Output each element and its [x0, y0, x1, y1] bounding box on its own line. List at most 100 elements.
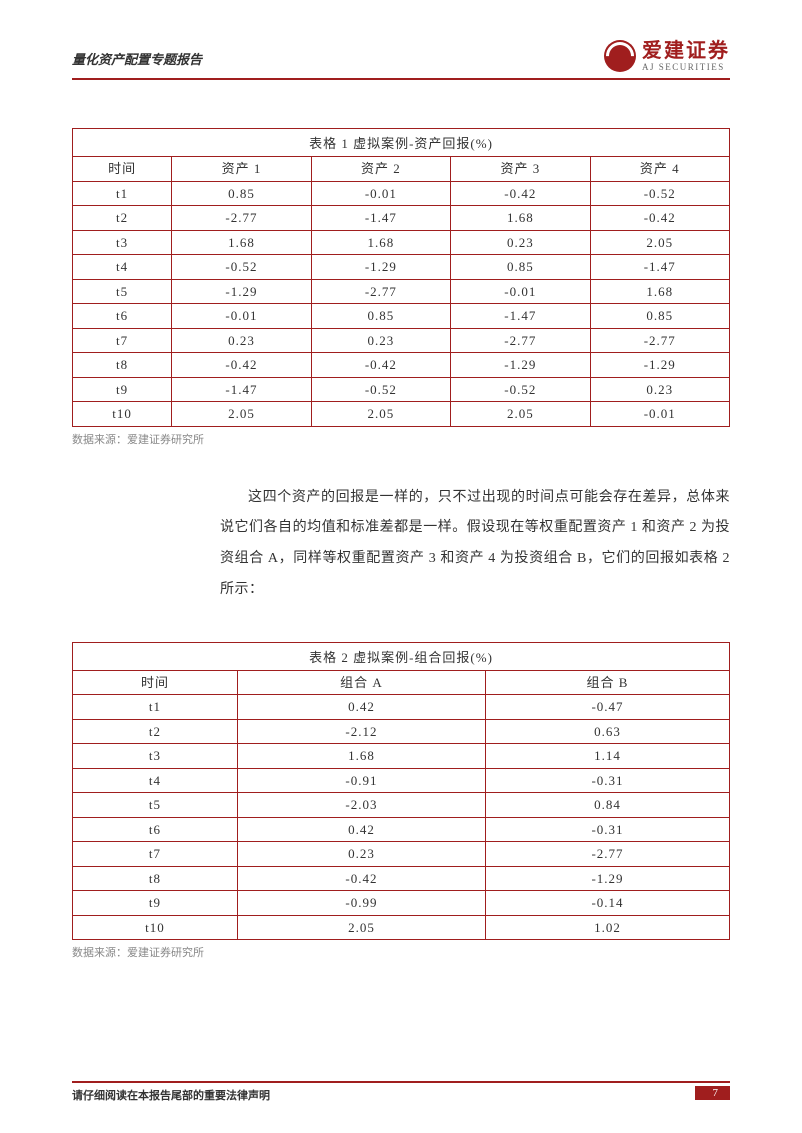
table-row: t102.052.052.05-0.01	[73, 402, 730, 427]
table-cell: 2.05	[237, 915, 485, 940]
table-cell: -0.01	[172, 304, 311, 329]
table-cell: -2.77	[451, 328, 590, 353]
table-cell: -0.31	[486, 768, 730, 793]
table-2-caption: 表格 2 虚拟案例-组合回报(%)	[72, 642, 730, 670]
table-cell: t7	[73, 328, 172, 353]
table-header-cell: 资产 1	[172, 157, 311, 182]
table-row: t9-1.47-0.52-0.520.23	[73, 377, 730, 402]
table-cell: t9	[73, 891, 238, 916]
table-row: t10.85-0.01-0.42-0.52	[73, 181, 730, 206]
table-cell: 1.68	[590, 279, 729, 304]
table-cell: 2.05	[172, 402, 311, 427]
table-cell: t5	[73, 279, 172, 304]
table-row: t31.681.680.232.05	[73, 230, 730, 255]
table-row: t102.051.02	[73, 915, 730, 940]
table-cell: t2	[73, 206, 172, 231]
table-cell: t6	[73, 304, 172, 329]
table-cell: 1.68	[172, 230, 311, 255]
table-row: t60.42-0.31	[73, 817, 730, 842]
footer-disclaimer: 请仔细阅读在本报告尾部的重要法律声明	[72, 1087, 270, 1103]
table-cell: 0.84	[486, 793, 730, 818]
table-header-cell: 组合 B	[486, 670, 730, 695]
table-cell: -1.47	[311, 206, 450, 231]
table-cell: t8	[73, 866, 238, 891]
table-cell: 0.42	[237, 695, 485, 720]
table-cell: 2.05	[590, 230, 729, 255]
table-cell: -0.52	[172, 255, 311, 280]
table-cell: -0.01	[451, 279, 590, 304]
table-cell: t10	[73, 402, 172, 427]
table-cell: t9	[73, 377, 172, 402]
table-cell: -1.47	[451, 304, 590, 329]
table-cell: -1.29	[486, 866, 730, 891]
table-cell: -0.52	[311, 377, 450, 402]
table-cell: t10	[73, 915, 238, 940]
table-cell: -0.42	[237, 866, 485, 891]
table-row: t31.681.14	[73, 744, 730, 769]
table-cell: t8	[73, 353, 172, 378]
table-cell: 0.85	[451, 255, 590, 280]
table-1-source: 数据来源：爱建证券研究所	[72, 431, 730, 447]
table-cell: -2.03	[237, 793, 485, 818]
table-cell: 0.85	[172, 181, 311, 206]
table-cell: -1.29	[172, 279, 311, 304]
table-row: t2-2.77-1.471.68-0.42	[73, 206, 730, 231]
table-cell: 2.05	[311, 402, 450, 427]
table-row: t5-1.29-2.77-0.011.68	[73, 279, 730, 304]
table-cell: -0.42	[172, 353, 311, 378]
table-cell: -1.29	[311, 255, 450, 280]
table-cell: -1.47	[172, 377, 311, 402]
table-cell: -0.52	[590, 181, 729, 206]
table-row: t4-0.52-1.290.85-1.47	[73, 255, 730, 280]
table-cell: -0.47	[486, 695, 730, 720]
table-row: t70.230.23-2.77-2.77	[73, 328, 730, 353]
table-cell: t3	[73, 230, 172, 255]
logo-cn: 爱建证券	[642, 41, 730, 61]
table-cell: t4	[73, 255, 172, 280]
table-header-cell: 时间	[73, 670, 238, 695]
table-cell: -2.77	[311, 279, 450, 304]
body-paragraph: 这四个资产的回报是一样的，只不过出现的时间点可能会存在差异，总体来说它们各自的均…	[72, 483, 730, 606]
table-cell: -0.99	[237, 891, 485, 916]
table-cell: -2.12	[237, 719, 485, 744]
table-cell: 0.42	[237, 817, 485, 842]
table-cell: 1.68	[237, 744, 485, 769]
table-cell: 0.23	[172, 328, 311, 353]
logo-en: AJ SECURITIES	[642, 63, 730, 72]
table-cell: t7	[73, 842, 238, 867]
table-2-source: 数据来源：爱建证券研究所	[72, 944, 730, 960]
table-header-cell: 资产 3	[451, 157, 590, 182]
table-row: t5-2.030.84	[73, 793, 730, 818]
table-cell: 1.68	[311, 230, 450, 255]
table-row: t8-0.42-1.29	[73, 866, 730, 891]
table-cell: 2.05	[451, 402, 590, 427]
table-header-cell: 资产 2	[311, 157, 450, 182]
table-header-cell: 时间	[73, 157, 172, 182]
table-cell: t2	[73, 719, 238, 744]
table-cell: -0.42	[451, 181, 590, 206]
table-cell: -0.91	[237, 768, 485, 793]
table-cell: 0.85	[311, 304, 450, 329]
table-row: t70.23-2.77	[73, 842, 730, 867]
table-cell: t1	[73, 695, 238, 720]
table-cell: 0.23	[311, 328, 450, 353]
table-cell: t5	[73, 793, 238, 818]
table-cell: -0.31	[486, 817, 730, 842]
table-cell: -1.29	[590, 353, 729, 378]
table-1-caption: 表格 1 虚拟案例-资产回报(%)	[72, 128, 730, 156]
company-logo: 爱建证券 AJ SECURITIES	[604, 40, 730, 72]
table-2: 表格 2 虚拟案例-组合回报(%) 时间组合 A组合 Bt10.42-0.47t…	[72, 642, 730, 961]
page-number: 7	[695, 1086, 731, 1100]
table-cell: t1	[73, 181, 172, 206]
logo-text: 爱建证券 AJ SECURITIES	[642, 41, 730, 72]
table-cell: 0.23	[237, 842, 485, 867]
table-cell: -0.01	[311, 181, 450, 206]
table-cell: t4	[73, 768, 238, 793]
table-cell: -0.14	[486, 891, 730, 916]
table-cell: 1.68	[451, 206, 590, 231]
table-header-cell: 组合 A	[237, 670, 485, 695]
table-row: t8-0.42-0.42-1.29-1.29	[73, 353, 730, 378]
table-row: t10.42-0.47	[73, 695, 730, 720]
table-cell: -0.52	[451, 377, 590, 402]
table-cell: -0.01	[590, 402, 729, 427]
